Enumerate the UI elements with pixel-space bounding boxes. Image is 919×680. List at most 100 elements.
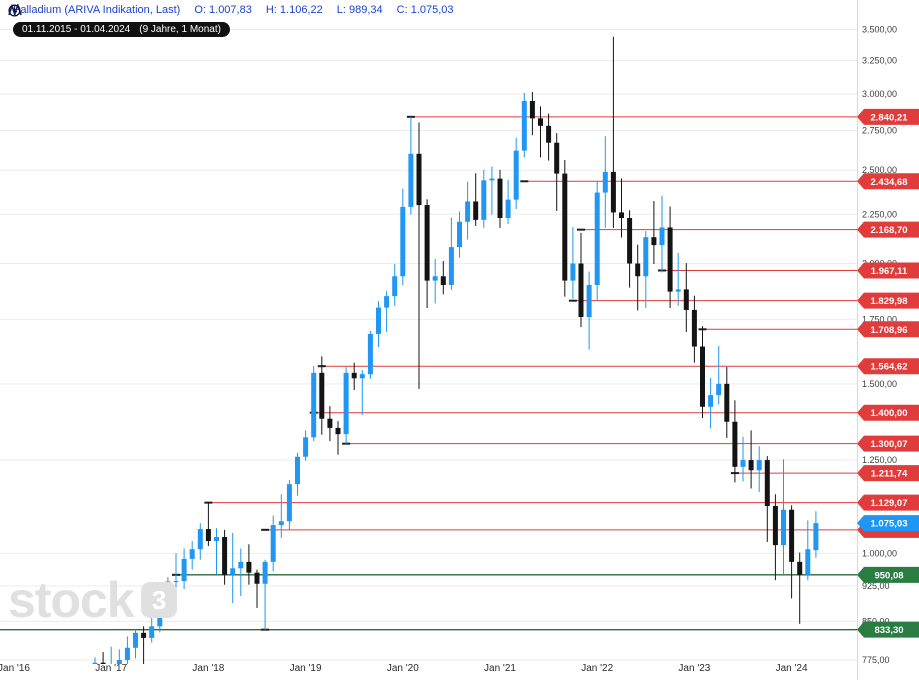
candle-body xyxy=(570,263,576,281)
candle-body xyxy=(222,537,228,575)
candle-body xyxy=(327,418,333,428)
svg-text:1.967,11: 1.967,11 xyxy=(871,266,908,277)
candle-body xyxy=(789,509,795,562)
chart-header: Palladium (ARIVA Indikation, Last) O: 1.… xyxy=(8,4,454,37)
candle-body xyxy=(627,218,633,264)
candle-body xyxy=(124,647,130,660)
x-axis-labels: Jan '16 Jan '17 Jan '18 Jan '19 Jan '20 Jan '… xyxy=(0,663,808,674)
candle-body xyxy=(149,626,155,638)
x-tick-label: Jan '23 xyxy=(678,663,710,674)
candles[interactable] xyxy=(0,36,819,680)
grid-lines xyxy=(0,28,857,661)
y-tick-label: 925,00 xyxy=(862,581,890,591)
y-tick-label: 1.250,00 xyxy=(862,455,897,465)
stock3-logo-icon: 3 xyxy=(140,582,177,618)
candle-body xyxy=(351,372,357,379)
candle-body xyxy=(594,192,600,285)
price-level-badge[interactable]: 1.564,62 xyxy=(857,358,919,375)
candle-body xyxy=(651,237,657,246)
level-anchor-tick xyxy=(568,299,577,302)
svg-text:1.300,07: 1.300,07 xyxy=(871,439,908,450)
candle-body xyxy=(489,178,495,181)
y-tick-label: 2.250,00 xyxy=(862,209,897,219)
date-range-pill[interactable]: 01.11.2015 - 01.04.2024 (9 Jahre, 1 Mona… xyxy=(13,22,230,37)
price-badges[interactable]: 2.840,21 2.434,68 2.168,70 1.967,11 1.829,98… xyxy=(857,108,919,638)
svg-text:2.840,21: 2.840,21 xyxy=(871,112,909,123)
y-tick-label: 850,00 xyxy=(862,616,890,626)
candle-body xyxy=(181,558,187,582)
candle-body xyxy=(529,100,535,119)
candle-body xyxy=(465,201,471,222)
last-price-badge[interactable]: 1.075,03 xyxy=(857,515,919,532)
y-tick-label: 2.750,00 xyxy=(862,125,897,135)
svg-text:1.564,62: 1.564,62 xyxy=(871,362,908,373)
svg-text:833,30: 833,30 xyxy=(874,625,903,636)
candle-body xyxy=(457,221,462,248)
price-level-badge[interactable]: 1.129,07 xyxy=(857,494,919,511)
candle-body xyxy=(100,662,106,664)
price-level-badge[interactable]: 2.434,68 xyxy=(857,173,919,190)
candle-body xyxy=(578,263,584,317)
candle-body xyxy=(716,383,722,396)
svg-text:2.434,68: 2.434,68 xyxy=(871,177,908,188)
candle-body xyxy=(189,549,195,559)
candle-body xyxy=(448,247,454,285)
candle-body xyxy=(700,346,705,407)
price-level-badge[interactable]: 1.300,07 xyxy=(857,435,919,452)
price-level-badge[interactable]: 950,08 xyxy=(857,566,919,583)
candle-body xyxy=(473,201,479,220)
candle-body xyxy=(481,180,487,220)
candle-body xyxy=(286,484,292,522)
candle-body xyxy=(683,289,689,310)
date-range-text: 01.11.2015 - 01.04.2024 xyxy=(22,24,131,35)
price-level-badge[interactable]: 1.829,98 xyxy=(857,292,919,309)
price-level-badge[interactable]: 833,30 xyxy=(857,621,919,638)
x-tick-label: Jan '22 xyxy=(581,663,613,674)
candle-body xyxy=(173,581,179,583)
candle-body xyxy=(432,276,438,281)
close-value: C: 1.075,03 xyxy=(396,4,454,16)
candle-body xyxy=(424,205,430,281)
candle-body xyxy=(116,660,122,664)
price-level-badge[interactable]: 2.840,21 xyxy=(857,108,919,125)
candle-body xyxy=(238,561,244,569)
price-level-badge[interactable]: 1.708,96 xyxy=(857,321,919,338)
candle-body xyxy=(586,284,592,317)
candle-body xyxy=(197,529,203,550)
candle-body xyxy=(675,289,681,292)
candle-body xyxy=(724,383,730,422)
candle-body xyxy=(311,372,317,438)
y-tick-label: 1.000,00 xyxy=(862,548,897,558)
price-level-badge[interactable]: 2.168,70 xyxy=(857,221,919,238)
candle-body xyxy=(764,460,770,507)
price-level-badge[interactable]: 1.967,11 xyxy=(857,262,919,279)
price-level-badge[interactable]: 1.400,00 xyxy=(857,404,919,421)
candle-body xyxy=(335,427,341,435)
price-level-badge[interactable]: 1.211,74 xyxy=(857,465,919,482)
candle-body xyxy=(602,171,608,193)
candle-body xyxy=(205,529,211,542)
candle-body xyxy=(392,276,398,297)
x-tick-label: Jan '17 xyxy=(95,663,127,674)
x-tick-label: Jan '20 xyxy=(387,663,419,674)
candle-body xyxy=(109,677,114,680)
open-value: O: 1.007,83 xyxy=(194,4,252,16)
candle-body xyxy=(343,372,349,435)
candle-body xyxy=(230,568,236,575)
candle-body xyxy=(295,456,300,485)
candle-body xyxy=(270,525,276,562)
x-tick-label: Jan '24 xyxy=(776,663,808,674)
candle-body xyxy=(797,561,803,575)
instrument-header-row: Palladium (ARIVA Indikation, Last) O: 1.… xyxy=(8,4,454,16)
candle-body xyxy=(376,307,381,334)
candle-body xyxy=(521,100,527,151)
low-value: L: 989,34 xyxy=(336,4,383,16)
candle-body xyxy=(513,150,519,200)
y-tick-label: 3.500,00 xyxy=(862,24,897,34)
candle-body xyxy=(262,561,268,584)
y-tick-label: 1.500,00 xyxy=(862,379,897,389)
candle-body xyxy=(505,199,511,219)
svg-text:1.708,96: 1.708,96 xyxy=(871,325,908,336)
candle-body xyxy=(813,523,819,551)
candle-body xyxy=(497,178,503,219)
